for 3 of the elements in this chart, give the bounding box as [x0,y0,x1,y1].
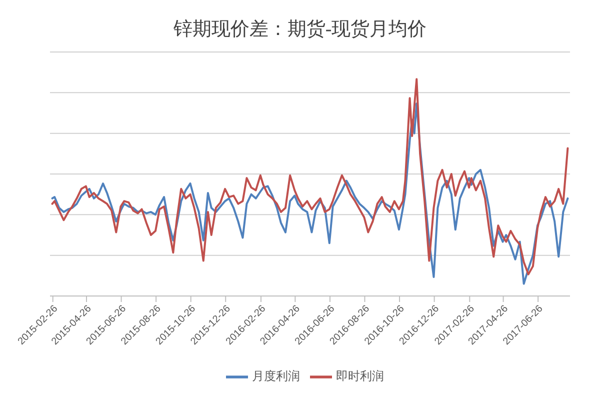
legend-label: 月度利润 [252,369,300,384]
chart-title: 锌期现价差：期货-现货月均价 [172,18,428,42]
legend-label: 即时利润 [336,369,384,384]
